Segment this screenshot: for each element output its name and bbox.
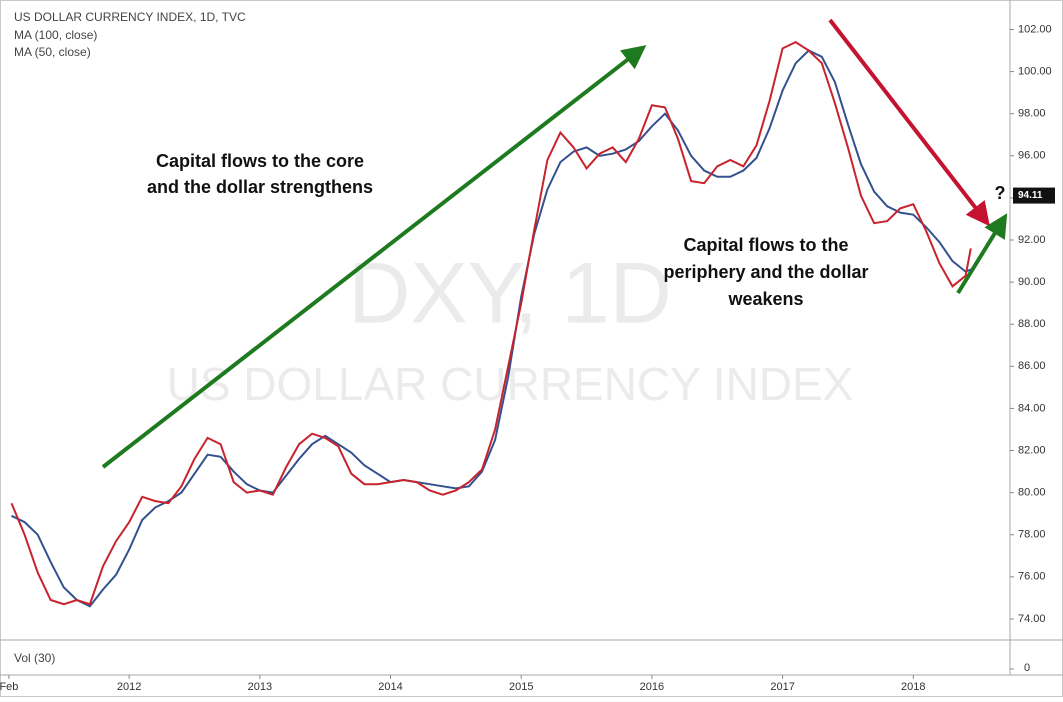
x-tick-label: 2012 — [117, 681, 141, 693]
arrow — [956, 213, 1008, 295]
annotation-text: periphery and the dollar — [663, 262, 868, 282]
annotation-text: ? — [995, 183, 1006, 203]
series-line — [10, 40, 972, 606]
annotation-text: Capital flows to the core — [156, 151, 364, 171]
x-tick-label: 2015 — [509, 681, 533, 693]
x-tick-label: 2016 — [640, 681, 664, 693]
y-tick-label: 80.00 — [1018, 487, 1046, 499]
x-tick-label: 2017 — [770, 681, 794, 693]
chart-title: US DOLLAR CURRENCY INDEX, 1D, TVC — [14, 10, 246, 24]
legend-entry: MA (50, close) — [14, 45, 91, 59]
y-tick-label: 76.00 — [1018, 571, 1046, 583]
x-tick-label: Feb — [0, 681, 18, 693]
arrow — [101, 45, 647, 469]
vol-tick-label: 0 — [1024, 662, 1030, 674]
y-tick-label: 100.00 — [1018, 65, 1052, 77]
last-price-label: 94.11 — [1018, 190, 1043, 201]
annotation-text: Capital flows to the — [683, 235, 848, 255]
last-price-box — [1013, 187, 1055, 204]
y-tick-label: 90.00 — [1018, 276, 1046, 288]
y-tick-label: 102.00 — [1018, 23, 1052, 35]
y-tick-label: 88.00 — [1018, 318, 1046, 330]
y-tick-label: 92.00 — [1018, 234, 1046, 246]
x-tick-label: 2014 — [378, 681, 402, 693]
annotation-text: weakens — [727, 289, 803, 309]
legend-entry: MA (100, close) — [14, 28, 97, 42]
x-tick-label: 2018 — [901, 681, 925, 693]
y-tick-label: 82.00 — [1018, 444, 1046, 456]
arrow — [828, 18, 990, 227]
watermark: DXY, 1D — [348, 246, 671, 342]
y-tick-label: 74.00 — [1018, 613, 1046, 625]
y-tick-label: 84.00 — [1018, 402, 1046, 414]
y-tick-label: 98.00 — [1018, 108, 1046, 120]
y-tick-label: 86.00 — [1018, 360, 1046, 372]
annotation-text: and the dollar strengthens — [147, 177, 373, 197]
y-tick-label: 78.00 — [1018, 529, 1046, 541]
y-tick-label: 96.00 — [1018, 150, 1046, 162]
x-tick-label: 2013 — [248, 681, 272, 693]
vol-label: Vol (30) — [14, 651, 55, 665]
